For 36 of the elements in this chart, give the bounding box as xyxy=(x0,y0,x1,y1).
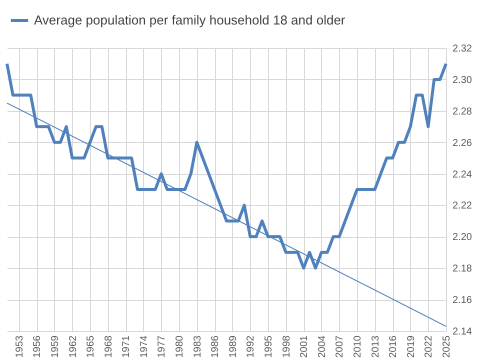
y-tick-label: 2.22 xyxy=(452,200,472,212)
y-tick-label: 2.20 xyxy=(452,232,472,244)
y-tick-label: 2.14 xyxy=(452,326,472,338)
y-tick-label: 2.24 xyxy=(452,169,472,180)
y-tick-label: 2.18 xyxy=(452,264,472,275)
y-tick-label: 2.16 xyxy=(452,295,472,306)
x-tick-label: 1992 xyxy=(246,335,257,358)
x-tick-label: 1968 xyxy=(103,335,114,358)
x-tick-label: 2007 xyxy=(334,335,346,358)
x-tick-label: 2016 xyxy=(388,335,400,358)
y-tick-label: 2.26 xyxy=(452,138,472,149)
y-tick-label: 2.32 xyxy=(452,44,472,54)
x-tick-label: 1953 xyxy=(14,335,26,358)
x-tick-label: 2013 xyxy=(370,335,382,358)
x-tick-label: 2010 xyxy=(352,335,364,358)
x-tick-label: 1986 xyxy=(210,335,222,358)
x-tick-label: 2022 xyxy=(424,335,435,358)
x-tick-label: 2001 xyxy=(299,335,310,358)
x-tick-label: 1983 xyxy=(192,335,204,358)
x-tick-label: 1995 xyxy=(264,335,275,358)
x-tick-label: 2025 xyxy=(442,335,452,358)
x-tick-label: 1980 xyxy=(174,335,186,358)
x-tick-label: 1965 xyxy=(86,335,97,358)
x-tick-label: 1977 xyxy=(156,335,168,358)
x-tick-label: 1956 xyxy=(32,335,44,358)
x-tick-label: 1974 xyxy=(138,335,150,358)
x-tick-label: 1989 xyxy=(228,335,239,358)
y-tick-label: 2.30 xyxy=(452,74,472,86)
x-tick-label: 1959 xyxy=(50,335,61,358)
x-tick-label: 2004 xyxy=(316,335,328,358)
x-tick-label: 2019 xyxy=(406,335,417,358)
x-tick-label: 1971 xyxy=(121,335,132,358)
legend-label: Average population per family household 18 and older xyxy=(34,12,346,28)
y-tick-label: 2.28 xyxy=(452,106,472,118)
x-tick-label: 1998 xyxy=(281,335,292,358)
x-tick-label: 1962 xyxy=(68,335,79,358)
